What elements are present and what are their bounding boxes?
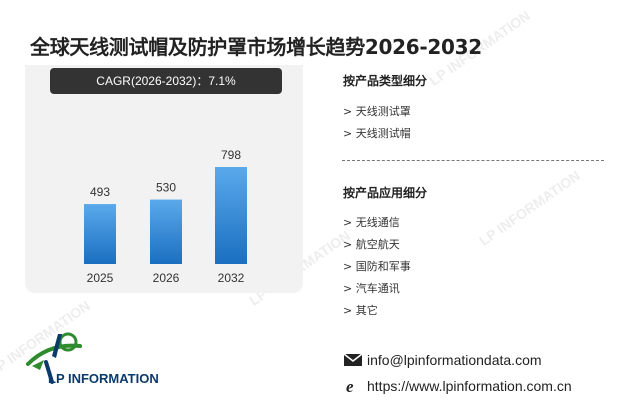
application-title: 按产品应用细分 <box>343 186 428 200</box>
cagr-badge: CAGR(2026-2032)：7.1% <box>50 68 282 94</box>
product-type-title: 按产品类型细分 <box>343 74 428 88</box>
product-item-cap: > 天线测试帽 <box>343 127 411 140</box>
page-title: 全球天线测试帽及防护罩市场增长趋势2026-2032 <box>30 35 482 59</box>
bar-2032 <box>215 167 247 264</box>
application-item-automotive: > 汽车通讯 <box>343 282 400 295</box>
category-label-2026: 2026 <box>153 271 180 285</box>
application-item-wireless: > 无线通信 <box>343 216 400 229</box>
category-label-2025: 2025 <box>87 271 114 285</box>
application-item-aerospace: > 航空航天 <box>343 238 400 251</box>
website-link[interactable]: https://www.lpinformation.com.cn <box>367 378 572 394</box>
bar-2025 <box>84 204 116 264</box>
email-icon <box>343 353 363 366</box>
category-label-2032: 2032 <box>218 271 245 285</box>
email-row: info@lpinformationdata.com <box>343 352 542 368</box>
section-divider <box>342 160 604 161</box>
product-item-cover: > 天线测试罩 <box>343 105 411 118</box>
value-label-2026: 530 <box>156 181 176 195</box>
lp-logo-icon <box>26 332 82 384</box>
bar-2026 <box>150 199 182 264</box>
value-label-2032: 798 <box>221 148 241 162</box>
value-label-2025: 493 <box>90 185 110 199</box>
svg-text:e: e <box>346 378 354 394</box>
browser-icon: e <box>346 378 354 394</box>
application-item-other: > 其它 <box>343 304 378 317</box>
application-item-defense: > 国防和军事 <box>343 260 411 273</box>
email-link[interactable]: info@lpinformationdata.com <box>367 352 542 368</box>
logo-text: LP INFORMATION <box>48 371 159 386</box>
website-row: e https://www.lpinformation.com.cn <box>343 378 572 394</box>
